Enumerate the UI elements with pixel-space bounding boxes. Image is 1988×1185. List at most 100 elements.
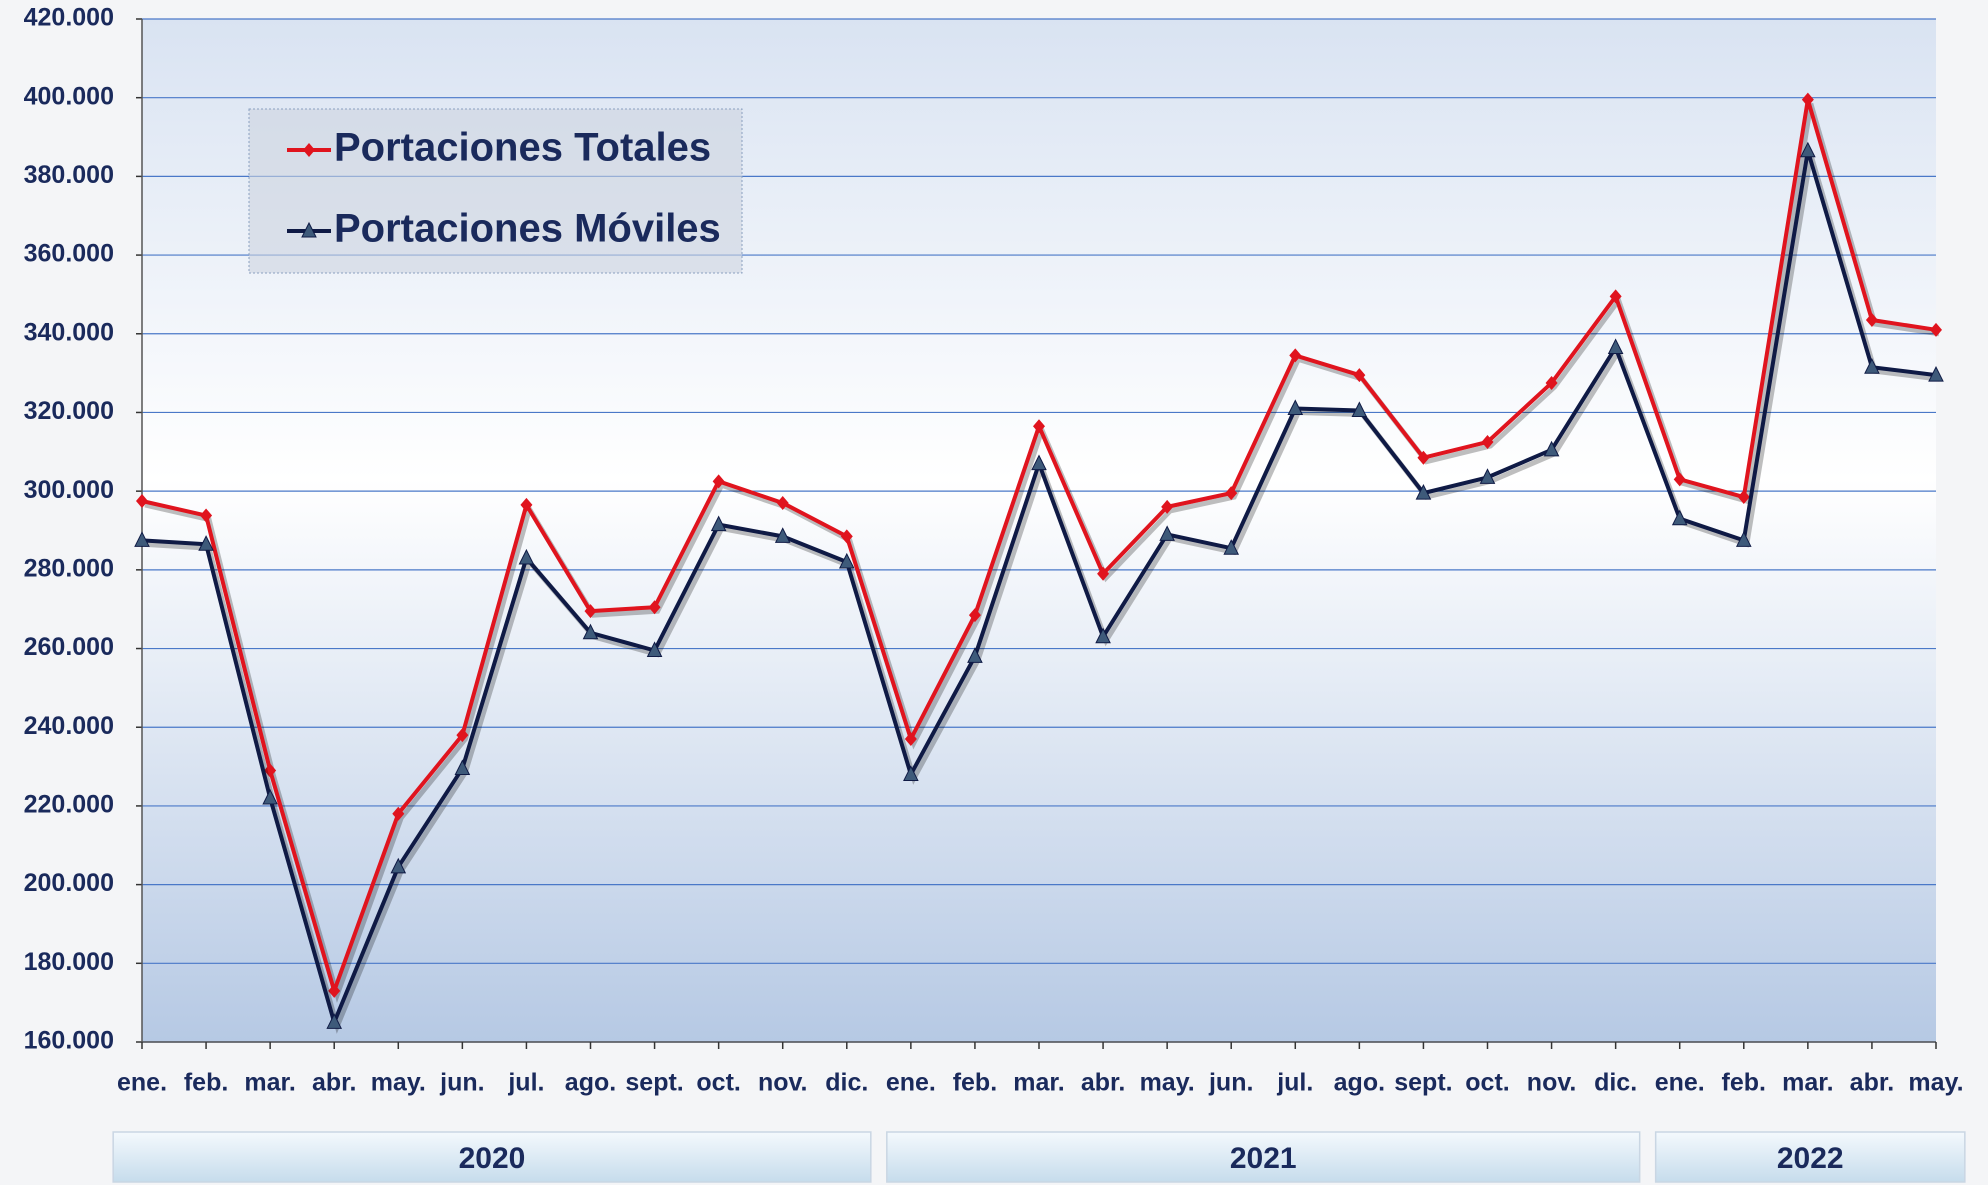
marker (456, 728, 469, 743)
marker (712, 474, 725, 489)
marker (1031, 454, 1047, 471)
y-tick-label: 180.000 (24, 948, 114, 976)
marker (1481, 434, 1494, 449)
marker (264, 763, 277, 778)
marker (198, 535, 214, 551)
year-label: 2022 (1777, 1142, 1844, 1175)
marker (136, 493, 148, 508)
y-tick-label: 420.000 (24, 4, 114, 32)
marker (838, 552, 855, 569)
marker (776, 495, 789, 510)
marker (1673, 472, 1686, 487)
marker (1415, 484, 1432, 500)
marker (1865, 312, 1878, 327)
marker (303, 143, 315, 157)
y-tick-label: 340.000 (24, 318, 114, 346)
marker (1289, 348, 1302, 363)
x-tick-label: ago. (1334, 1069, 1385, 1097)
marker (1095, 627, 1111, 644)
x-tick-label: nov. (758, 1069, 808, 1097)
x-tick-label: ene. (886, 1069, 936, 1097)
x-tick-label: nov. (1527, 1069, 1577, 1097)
marker (1928, 365, 1944, 382)
x-tick-label: jul. (1276, 1069, 1313, 1097)
marker (1735, 531, 1752, 547)
marker (328, 983, 341, 998)
x-tick-label: mar. (244, 1069, 295, 1097)
marker (1161, 499, 1174, 514)
x-tick-label: abr. (312, 1069, 356, 1097)
year-box (1654, 1131, 1966, 1183)
marker (774, 527, 791, 543)
y-tick-label: 300.000 (24, 476, 114, 504)
marker (1864, 358, 1880, 374)
y-tick-label: 400.000 (24, 82, 114, 110)
marker (1417, 450, 1430, 465)
marker (454, 759, 471, 776)
x-tick-label: feb. (1722, 1069, 1766, 1097)
marker (390, 857, 407, 874)
x-tick-label: feb. (184, 1069, 228, 1097)
year-box (886, 1131, 1641, 1183)
x-tick-label: ago. (565, 1069, 616, 1097)
x-tick-label: ene. (117, 1069, 167, 1097)
y-tick-label: 320.000 (24, 397, 114, 425)
marker (1223, 539, 1240, 555)
marker (1159, 525, 1175, 541)
year-label: 2020 (459, 1142, 526, 1175)
marker (584, 604, 597, 619)
marker (1930, 322, 1942, 337)
x-tick-label: may. (1140, 1069, 1195, 1097)
x-tick-label: may. (371, 1069, 426, 1097)
marker (648, 600, 661, 615)
marker (1609, 289, 1622, 304)
x-tick-label: dic. (825, 1069, 868, 1097)
y-tick-label: 260.000 (24, 633, 114, 661)
marker (1287, 399, 1304, 416)
y-tick-label: 160.000 (24, 1027, 114, 1055)
x-tick-label: mar. (1013, 1069, 1064, 1097)
year-label: 2021 (1230, 1142, 1297, 1175)
marker (1607, 338, 1624, 355)
x-tick-label: sept. (625, 1069, 683, 1097)
marker (518, 548, 535, 565)
x-tick-label: mar. (1782, 1069, 1833, 1097)
marker (262, 788, 278, 805)
marker (326, 1013, 343, 1029)
x-tick-label: oct. (1465, 1069, 1509, 1097)
legend-label: Portaciones Totales (334, 126, 711, 170)
x-tick-label: jun. (1208, 1069, 1253, 1097)
marker (968, 608, 981, 623)
y-tick-label: 200.000 (24, 869, 114, 897)
x-tick-label: sept. (1394, 1069, 1452, 1097)
x-tick-label: oct. (696, 1069, 740, 1097)
marker (1801, 92, 1814, 107)
y-tick-label: 360.000 (24, 240, 114, 268)
marker (904, 732, 917, 747)
marker (1545, 375, 1558, 390)
x-tick-label: ene. (1655, 1069, 1705, 1097)
marker (710, 515, 727, 532)
marker (392, 806, 405, 821)
x-tick-label: jul. (507, 1069, 544, 1097)
marker (646, 641, 663, 658)
marker (200, 508, 213, 523)
marker (967, 647, 983, 663)
marker (1033, 419, 1045, 434)
marker (582, 623, 599, 640)
marker (301, 221, 317, 238)
marker (1737, 490, 1750, 505)
x-tick-label: abr. (1850, 1069, 1894, 1097)
year-box (112, 1131, 872, 1183)
y-tick-label: 280.000 (24, 554, 114, 582)
x-tick-label: may. (1908, 1069, 1963, 1097)
marker (520, 497, 533, 512)
x-tick-label: feb. (953, 1069, 997, 1097)
marker (903, 765, 919, 781)
marker (1097, 566, 1110, 581)
marker (1351, 401, 1368, 417)
x-tick-label: abr. (1081, 1069, 1125, 1097)
marker (1543, 440, 1560, 457)
legend-label: Portaciones Móviles (334, 207, 721, 251)
